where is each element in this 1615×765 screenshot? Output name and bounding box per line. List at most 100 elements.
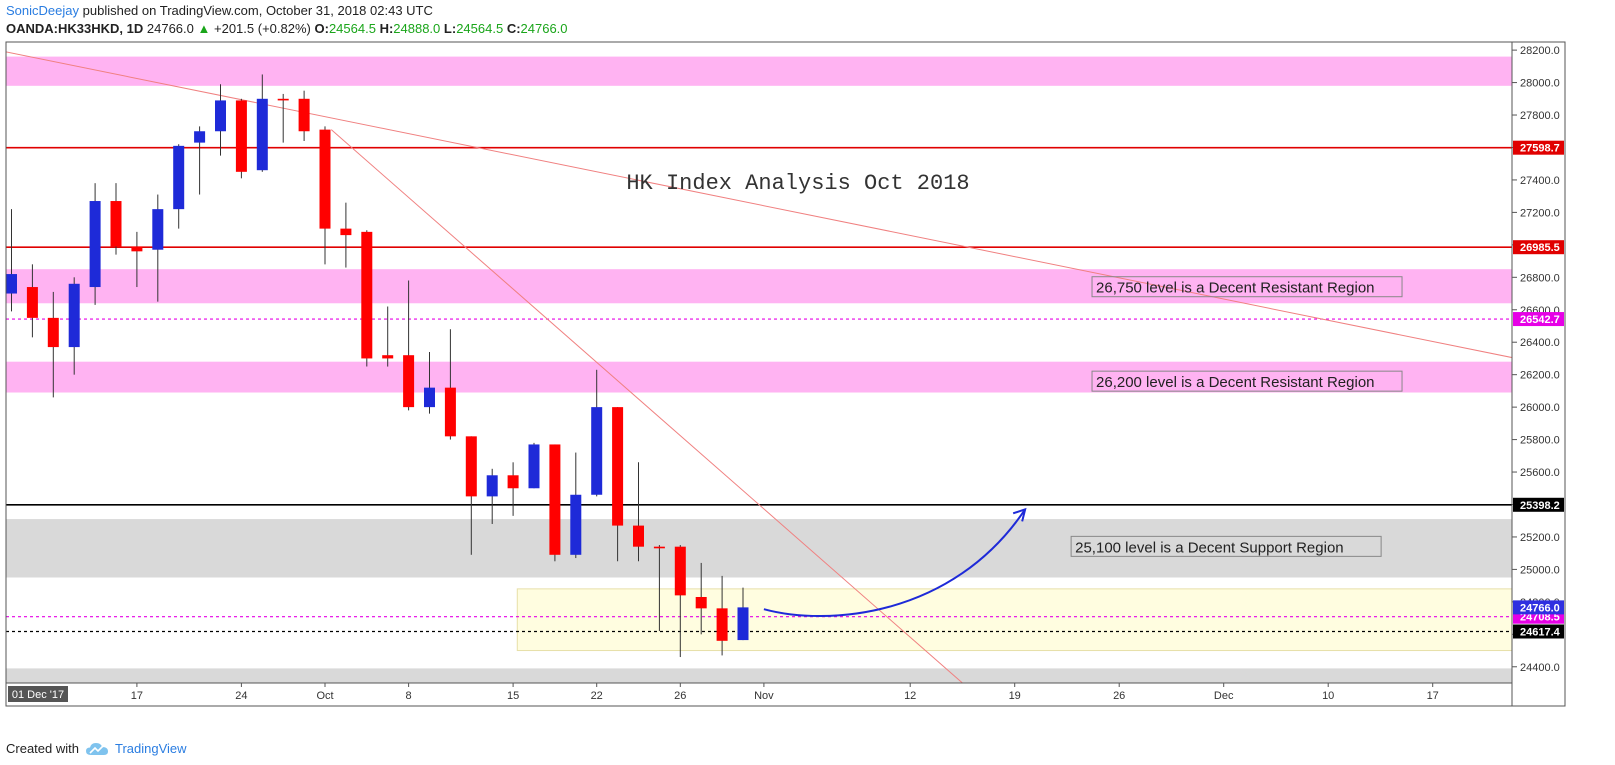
x-tick-label: 15 [507, 690, 519, 702]
x-tick-label: Oct [316, 690, 333, 702]
candle [486, 475, 498, 497]
chart-frame [5, 41, 1566, 707]
chart-title: HK Index Analysis Oct 2018 [626, 171, 969, 196]
zone-support-24300 [6, 668, 1512, 683]
candle [737, 607, 749, 641]
long-trendline [6, 51, 1512, 359]
change-up-icon: ▲ [197, 21, 211, 36]
y-tick-label: 27200.0 [1520, 207, 1560, 219]
x-tick-label: 24 [235, 690, 247, 702]
price-tag-label: 26985.5 [1520, 242, 1560, 254]
y-tick-label: 28000.0 [1520, 78, 1560, 90]
price-tag-tag [1513, 140, 1564, 155]
footer: Created with TradingView [6, 741, 187, 756]
candle [612, 407, 624, 526]
candle [633, 525, 644, 547]
zone-resistance-26200 [6, 361, 1512, 393]
annotation-text: 26,750 level is a Decent Resistant Regio… [1096, 280, 1375, 297]
annotation-box [1091, 370, 1403, 392]
price-tag-tag [1513, 497, 1564, 512]
candle [319, 129, 331, 229]
candle [173, 145, 185, 210]
published-text: published on TradingView.com, October 31… [82, 3, 433, 18]
candle [570, 494, 582, 555]
last-price: 24766.0 [146, 21, 194, 36]
candle [507, 475, 519, 489]
y-tick-label: 26800.0 [1520, 272, 1560, 284]
candle [131, 246, 143, 252]
x-tick-label: 12 [904, 690, 916, 702]
x-tick-box [8, 686, 68, 702]
price-change: +201.5 (+0.82%) [214, 21, 311, 36]
price-tag-tag [1513, 624, 1564, 639]
price-tag-tag [1513, 312, 1564, 327]
x-tick-label: Nov [754, 690, 774, 702]
annotation-box [1091, 276, 1403, 298]
author-link[interactable]: SonicDeejay [6, 3, 79, 18]
steep-trendline [330, 129, 963, 683]
candle [549, 444, 561, 555]
projection-arrow-head [1012, 507, 1027, 522]
y-tick-label: 24400.0 [1520, 662, 1560, 674]
annotation-box [1070, 535, 1382, 557]
price-tag-label: 27598.7 [1520, 143, 1560, 155]
candle [403, 355, 415, 408]
candle [382, 355, 394, 359]
x-tick-label: 8 [406, 690, 412, 702]
plot-area: HK Index Analysis Oct 2018 26,750 level i… [6, 51, 1512, 683]
tradingview-link[interactable]: TradingView [114, 741, 187, 756]
tradingview-cloud-icon [85, 742, 108, 755]
projection-arrow [763, 508, 1026, 617]
price-tag-label: 24617.4 [1520, 626, 1561, 638]
candle [444, 387, 456, 437]
candle [47, 317, 59, 348]
candle [528, 444, 540, 489]
zone-resistance-28050 [6, 56, 1512, 86]
candle [716, 608, 728, 641]
candle [591, 407, 603, 495]
candle [235, 100, 247, 172]
created-with-text: Created with [6, 741, 79, 756]
y-tick-label: 25600.0 [1520, 467, 1560, 479]
symbol-info: OANDA:HK33HKD, 1D 24766.0 ▲ +201.5 (+0.8… [6, 21, 568, 36]
candle [26, 287, 38, 318]
annotation-text: 26,200 level is a Decent Resistant Regio… [1096, 374, 1375, 391]
y-tick-label: 25000.0 [1520, 564, 1560, 576]
candle [215, 100, 226, 132]
projection-box [516, 588, 1512, 652]
last-price-label: 24766.0 [1520, 602, 1560, 614]
candle [256, 98, 268, 171]
x-tick-label: 26 [1113, 690, 1125, 702]
x-tick-label: 01 Dec '17 [12, 689, 64, 701]
price-tag-label: 25398.2 [1520, 500, 1560, 512]
candle [695, 596, 707, 609]
high-value: 24888.0 [393, 21, 441, 36]
x-tick-label: 10 [1322, 690, 1334, 702]
y-tick-label: 27400.0 [1520, 175, 1560, 187]
candle [152, 209, 164, 250]
x-tick-label: 19 [1009, 690, 1021, 702]
zone-support-25100 [6, 519, 1512, 578]
symbol-name: OANDA:HK33HKD, 1D [6, 21, 144, 36]
low-label: L: [443, 21, 457, 36]
y-tick-label: 28200.0 [1520, 45, 1560, 57]
price-tag-tag [1513, 240, 1564, 255]
x-tick-label: 17 [131, 690, 143, 702]
candle [298, 98, 310, 132]
candle [194, 131, 206, 143]
low-value: 24564.5 [456, 21, 504, 36]
candle [89, 201, 101, 288]
candle [68, 283, 80, 348]
y-tick-label: 25200.0 [1520, 532, 1560, 544]
y-tick-label: 26200.0 [1520, 370, 1560, 382]
annotation-text: 25,100 level is a Decent Support Region [1075, 539, 1344, 556]
candle [424, 387, 435, 408]
y-tick-label: 25800.0 [1520, 435, 1560, 447]
y-tick-label: 27800.0 [1520, 110, 1560, 122]
candle [653, 546, 665, 549]
x-tick-label: Dec [1214, 690, 1234, 702]
last-price-tag [1513, 600, 1564, 615]
high-label: H: [379, 21, 394, 36]
candle [6, 274, 17, 294]
